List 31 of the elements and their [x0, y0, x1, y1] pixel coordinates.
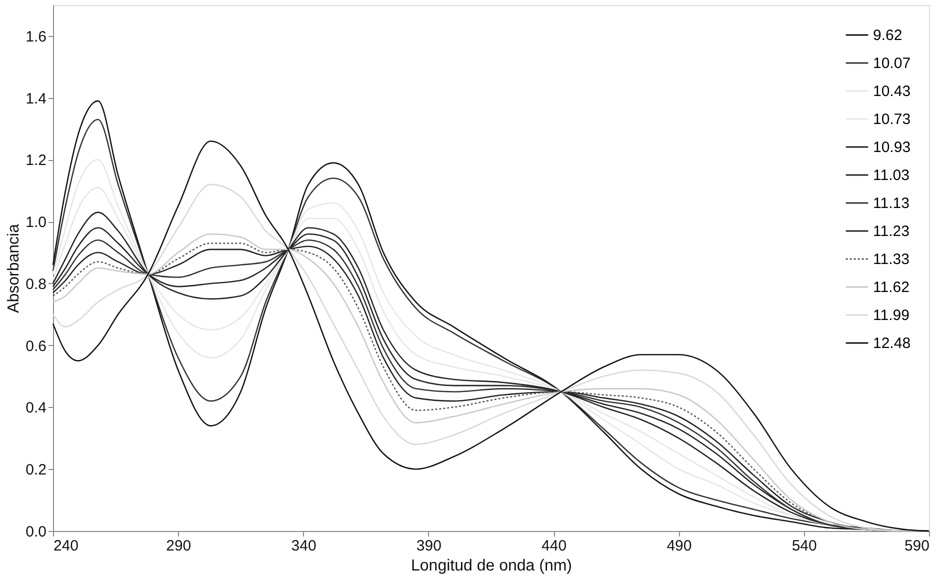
- x-tick-label: 590: [904, 538, 930, 554]
- y-tick-label: 1.0: [26, 214, 46, 232]
- legend-label: 11.62: [873, 279, 910, 296]
- x-tick-label: 340: [291, 538, 316, 554]
- y-tick-label: 0.4: [26, 400, 46, 417]
- x-tick-label: 390: [416, 538, 442, 554]
- x-tick-label: 240: [54, 538, 79, 554]
- legend-label: 12.48: [873, 335, 911, 352]
- legend-label: 9.62: [873, 27, 902, 44]
- legend-label: 10.93: [873, 139, 911, 156]
- x-tick-label: 290: [166, 538, 192, 554]
- x-tick-label: 440: [542, 538, 567, 554]
- legend-label: 11.33: [873, 251, 910, 268]
- legend-label: 10.43: [873, 83, 911, 100]
- x-axis-title: Longitud de onda (nm): [411, 558, 572, 574]
- y-axis-title: Absorbancia: [6, 224, 23, 313]
- y-tick-label: 1.4: [26, 90, 46, 108]
- y-tick-label: 0.0: [26, 524, 46, 540]
- legend-label: 11.03: [873, 167, 910, 184]
- y-tick-label: 0.8: [26, 276, 46, 293]
- legend-label: 10.73: [873, 111, 911, 128]
- y-tick-label: 1.6: [26, 28, 46, 46]
- legend-label: 11.99: [873, 307, 910, 324]
- y-tick-label: 0.2: [26, 462, 46, 479]
- legend-label: 11.13: [873, 195, 910, 212]
- y-tick-label: 0.6: [26, 338, 46, 355]
- x-tick-label: 540: [792, 538, 817, 554]
- x-tick-label: 490: [666, 538, 692, 554]
- legend-label: 10.07: [873, 55, 911, 72]
- y-tick-label: 1.2: [26, 152, 46, 170]
- legend-label: 11.23: [873, 223, 910, 240]
